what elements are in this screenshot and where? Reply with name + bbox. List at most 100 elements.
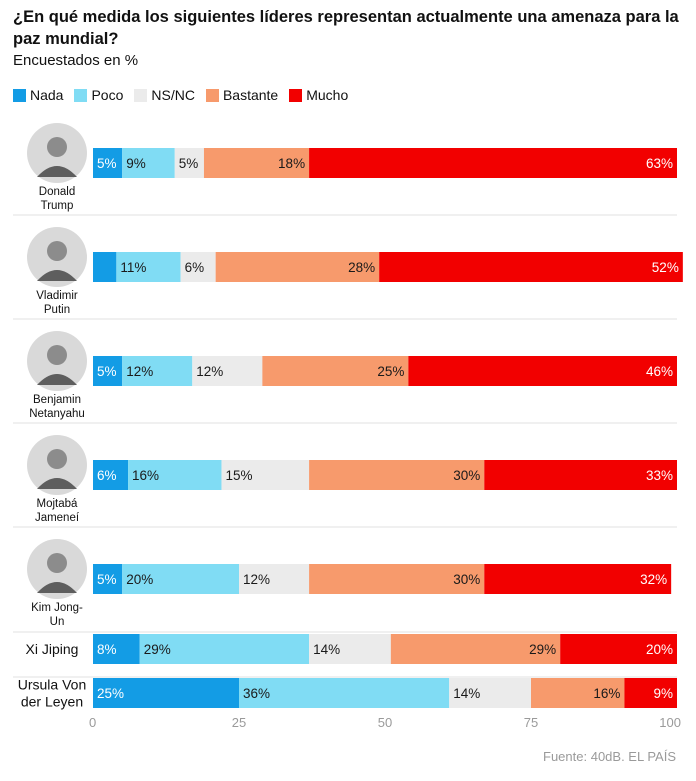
data-label-poco-donald-trump: 9%: [126, 156, 146, 171]
data-label-nsnc-ursula-von-der-leyen: 14%: [453, 686, 480, 701]
leader-label-vladimir-putin: Putin: [44, 304, 70, 316]
bar-bastante-donald-trump: [203, 148, 310, 178]
data-label-nsnc-xi-jiping: 14%: [313, 642, 340, 657]
bar-nada-vladimir-putin: [93, 252, 117, 282]
data-label-bastante-kim-jong-un: 30%: [453, 572, 480, 587]
leader-label-mojtaba-jamenei: Jameneí: [35, 512, 80, 524]
bar-nada-ursula-von-der-leyen: [93, 678, 239, 708]
leader-label-benjamin-netanyahu: Netanyahu: [29, 408, 85, 420]
leader-label-benjamin-netanyahu: Benjamin: [33, 394, 81, 406]
legend-label-poco: Poco: [91, 87, 124, 103]
bar-poco-kim-jong-un: [122, 564, 239, 594]
bar-nsnc-vladimir-putin: [180, 252, 216, 282]
data-label-nsnc-kim-jong-un: 12%: [243, 572, 270, 587]
leader-label-xi-jiping: Xi Jiping: [26, 641, 79, 657]
leader-label-ursula-von-der-leyen: Ursula Von: [18, 677, 86, 693]
chart-subtitle: Encuestados en %: [13, 52, 139, 69]
bar-mucho-vladimir-putin: [379, 252, 683, 282]
data-label-poco-mojtaba-jamenei: 16%: [132, 468, 159, 483]
avatar-body-donald-trump: [37, 166, 77, 177]
legend-swatch-mucho: [289, 88, 303, 102]
data-label-nsnc-donald-trump: 5%: [179, 156, 199, 171]
bar-nsnc-kim-jong-un: [239, 564, 310, 594]
x-tick-label: 100: [659, 715, 681, 730]
data-label-mucho-xi-jiping: 20%: [646, 642, 673, 657]
data-label-nada-kim-jong-un: 5%: [97, 572, 117, 587]
bar-mucho-benjamin-netanyahu: [408, 356, 677, 386]
bar-nada-benjamin-netanyahu: [93, 356, 123, 386]
data-label-nada-donald-trump: 5%: [97, 156, 117, 171]
data-label-bastante-benjamin-netanyahu: 25%: [377, 364, 404, 379]
bar-poco-mojtaba-jamenei: [128, 460, 222, 490]
leader-label-kim-jong-un: Un: [50, 616, 65, 628]
bar-mucho-mojtaba-jamenei: [484, 460, 677, 490]
bar-bastante-xi-jiping: [390, 634, 561, 664]
data-label-nsnc-benjamin-netanyahu: 12%: [196, 364, 223, 379]
x-tick-label: 50: [378, 715, 392, 730]
data-label-nada-benjamin-netanyahu: 5%: [97, 364, 117, 379]
avatar-body-kim-jong-un: [37, 582, 77, 593]
data-label-nada-xi-jiping: 8%: [97, 642, 117, 657]
data-label-bastante-ursula-von-der-leyen: 16%: [593, 686, 620, 701]
leader-label-donald-trump: Trump: [41, 200, 74, 212]
data-label-bastante-mojtaba-jamenei: 30%: [453, 468, 480, 483]
bar-bastante-ursula-von-der-leyen: [531, 678, 625, 708]
bar-nsnc-benjamin-netanyahu: [192, 356, 263, 386]
avatar-body-benjamin-netanyahu: [37, 374, 77, 385]
legend-item-poco: Poco: [74, 87, 123, 103]
data-label-mucho-mojtaba-jamenei: 33%: [646, 468, 673, 483]
bar-nsnc-donald-trump: [174, 148, 204, 178]
data-label-mucho-donald-trump: 63%: [646, 156, 673, 171]
data-label-mucho-vladimir-putin: 52%: [652, 260, 679, 275]
avatar-head-mojtaba-jamenei: [47, 449, 67, 469]
legend-label-mucho: Mucho: [306, 87, 349, 103]
bar-mucho-xi-jiping: [560, 634, 677, 664]
bar-bastante-kim-jong-un: [309, 564, 485, 594]
leader-label-ursula-von-der-leyen: der Leyen: [21, 694, 83, 710]
data-label-poco-kim-jong-un: 20%: [126, 572, 153, 587]
bar-poco-vladimir-putin: [116, 252, 181, 282]
bar-poco-benjamin-netanyahu: [122, 356, 193, 386]
data-label-nsnc-mojtaba-jamenei: 15%: [225, 468, 252, 483]
data-label-nada-mojtaba-jamenei: 6%: [97, 468, 117, 483]
data-label-bastante-donald-trump: 18%: [278, 156, 305, 171]
avatar-head-kim-jong-un: [47, 553, 67, 573]
legend-swatch-nada: [13, 88, 26, 102]
data-label-poco-vladimir-putin: 11%: [120, 260, 146, 275]
legend-item-nada: Nada: [13, 87, 63, 103]
bar-nada-donald-trump: [93, 148, 123, 178]
legend-item-bastante: Bastante: [205, 87, 279, 103]
data-label-nsnc-vladimir-putin: 6%: [185, 260, 205, 275]
leader-label-vladimir-putin: Vladimir: [36, 290, 78, 302]
avatar-body-vladimir-putin: [37, 270, 77, 281]
legend-label-bastante: Bastante: [222, 87, 279, 103]
data-label-nada-ursula-von-der-leyen: 25%: [97, 686, 124, 701]
bar-bastante-benjamin-netanyahu: [262, 356, 409, 386]
bar-nada-xi-jiping: [93, 634, 140, 664]
bar-poco-xi-jiping: [139, 634, 310, 664]
legend-item-nsnc: NS/NC: [134, 87, 195, 103]
source-note: Fuente: 40dB. EL PAÍS: [543, 749, 676, 764]
bar-nada-kim-jong-un: [93, 564, 123, 594]
bar-poco-donald-trump: [122, 148, 175, 178]
legend-label-nada: Nada: [30, 87, 64, 103]
data-label-mucho-kim-jong-un: 32%: [640, 572, 667, 587]
leader-label-kim-jong-un: Kim Jong-: [31, 602, 83, 614]
data-label-bastante-xi-jiping: 29%: [529, 642, 556, 657]
legend-swatch-bastante: [205, 88, 219, 102]
legend: Nada Poco NS/NC Bastante Mucho: [13, 87, 359, 103]
bar-mucho-ursula-von-der-leyen: [624, 678, 677, 708]
avatar-head-benjamin-netanyahu: [47, 345, 67, 365]
leader-label-donald-trump: Donald: [39, 186, 75, 198]
bar-nsnc-xi-jiping: [309, 634, 391, 664]
bar-nsnc-mojtaba-jamenei: [221, 460, 310, 490]
avatar-body-mojtaba-jamenei: [37, 478, 77, 489]
avatar-head-donald-trump: [47, 137, 67, 157]
bar-poco-ursula-von-der-leyen: [239, 678, 450, 708]
legend-label-nsnc: NS/NC: [151, 87, 195, 103]
bar-mucho-donald-trump: [309, 148, 677, 178]
bar-mucho-kim-jong-un: [484, 564, 672, 594]
data-label-poco-benjamin-netanyahu: 12%: [126, 364, 153, 379]
legend-item-mucho: Mucho: [289, 87, 348, 103]
